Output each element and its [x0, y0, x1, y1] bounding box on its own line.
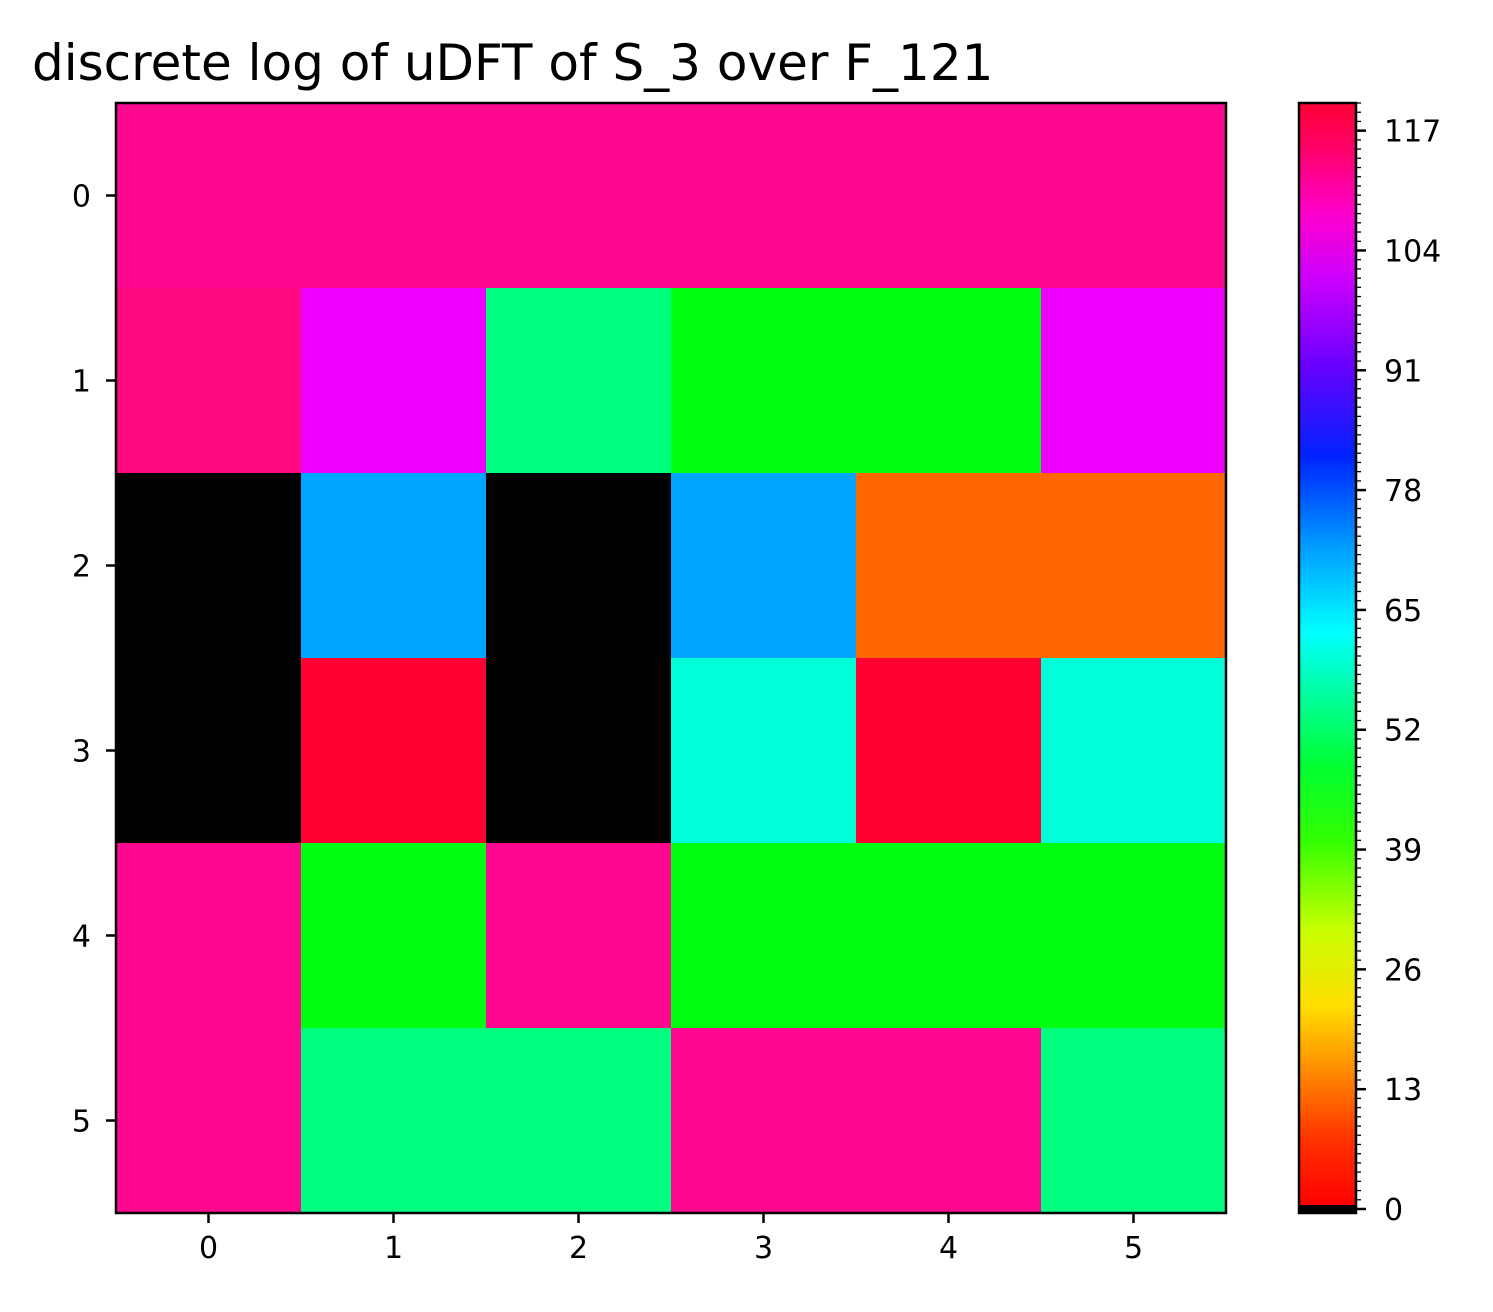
heatmap-cell-r2-c5: [1041, 473, 1227, 659]
colorbar-tick-label: 91: [1384, 354, 1422, 389]
x-tick-label: 2: [569, 1231, 588, 1266]
colorbar-undefined-swatch: [1299, 1205, 1356, 1213]
heatmap-cell-r0-c2: [486, 103, 672, 289]
y-tick-label: 5: [72, 1105, 91, 1140]
heatmap-cell-r1-c0: [116, 288, 302, 474]
heatmap-cell-r5-c5: [1041, 1028, 1227, 1214]
heatmap-cell-r1-c1: [301, 288, 487, 474]
heatmap-cell-r0-c5: [1041, 103, 1227, 289]
plot-frame: [114, 101, 1228, 1215]
colorbar-tick-label: 104: [1384, 234, 1441, 269]
colorbar-minor-ticks: [1356, 102, 1361, 1201]
heatmap-cell-r4-c4: [856, 843, 1042, 1029]
heatmap-cell-r2-c2: [486, 473, 672, 659]
heatmap-cell-r2-c4: [856, 473, 1042, 659]
colorbar-frame: [1297, 101, 1358, 1215]
heatmap-cells: [116, 103, 1227, 1214]
heatmap-cell-r4-c2: [486, 843, 672, 1029]
colorbar-tick-label: 117: [1384, 115, 1441, 150]
heatmap-cell-r5-c2: [486, 1028, 672, 1214]
heatmap-cell-r3-c1: [301, 658, 487, 844]
colorbar-ticks: 0 13 26 39 52 65 78 91 104 117: [1356, 115, 1441, 1228]
x-tick-label: 5: [1124, 1231, 1143, 1266]
heatmap-cell-r4-c5: [1041, 843, 1227, 1029]
colorbar-tick-label: 13: [1384, 1073, 1422, 1108]
chart-title: discrete log of uDFT of S_3 over F_121: [32, 34, 993, 92]
colorbar-tick-label: 78: [1384, 474, 1422, 509]
colorbar-tick-label: 39: [1384, 834, 1422, 869]
heatmap-cell-r4-c3: [671, 843, 857, 1029]
heatmap-cell-r3-c5: [1041, 658, 1227, 844]
heatmap-cell-r4-c1: [301, 843, 487, 1029]
y-tick-label: 3: [72, 735, 91, 770]
x-tick-label: 4: [939, 1231, 958, 1266]
heatmap-cell-r5-c4: [856, 1028, 1042, 1214]
heatmap-cell-r5-c1: [301, 1028, 487, 1214]
y-tick-label: 4: [72, 920, 91, 955]
x-axis: 0 1 2 3 4 5: [199, 1213, 1143, 1266]
heatmap-cell-r5-c0: [116, 1028, 302, 1214]
colorbar-gradient: [1299, 103, 1356, 1205]
colorbar-tick-label: 65: [1384, 594, 1422, 629]
heatmap-cell-r5-c3: [671, 1028, 857, 1214]
heatmap-cell-r0-c3: [671, 103, 857, 289]
heatmap-cell-r3-c0: [116, 658, 302, 844]
heatmap-cell-r3-c3: [671, 658, 857, 844]
x-tick-label: 3: [754, 1231, 773, 1266]
heatmap-cell-r2-c1: [301, 473, 487, 659]
heatmap-cell-r0-c4: [856, 103, 1042, 289]
y-tick-label: 0: [72, 180, 91, 215]
heatmap-cell-r1-c3: [671, 288, 857, 474]
y-tick-label: 2: [72, 550, 91, 585]
heatmap-cell-r2-c0: [116, 473, 302, 659]
y-axis: 0 1 2 3 4 5: [72, 180, 116, 1140]
y-tick-label: 1: [72, 365, 91, 400]
heatmap-cell-r1-c5: [1041, 288, 1227, 474]
colorbar-tick-label: 26: [1384, 953, 1422, 988]
heatmap-cell-r3-c2: [486, 658, 672, 844]
colorbar: 0 13 26 39 52 65 78 91 104 117: [1297, 101, 1441, 1228]
colorbar-tick-label: 0: [1384, 1193, 1403, 1228]
heatmap-cell-r3-c4: [856, 658, 1042, 844]
heatmap-cell-r2-c3: [671, 473, 857, 659]
heatmap-cell-r0-c1: [301, 103, 487, 289]
heatmap-cell-r1-c2: [486, 288, 672, 474]
heatmap-cell-r4-c0: [116, 843, 302, 1029]
heatmap-cell-r1-c4: [856, 288, 1042, 474]
heatmap-cell-r0-c0: [116, 103, 302, 289]
x-tick-label: 0: [199, 1231, 218, 1266]
x-tick-label: 1: [384, 1231, 403, 1266]
colorbar-tick-label: 52: [1384, 714, 1422, 749]
